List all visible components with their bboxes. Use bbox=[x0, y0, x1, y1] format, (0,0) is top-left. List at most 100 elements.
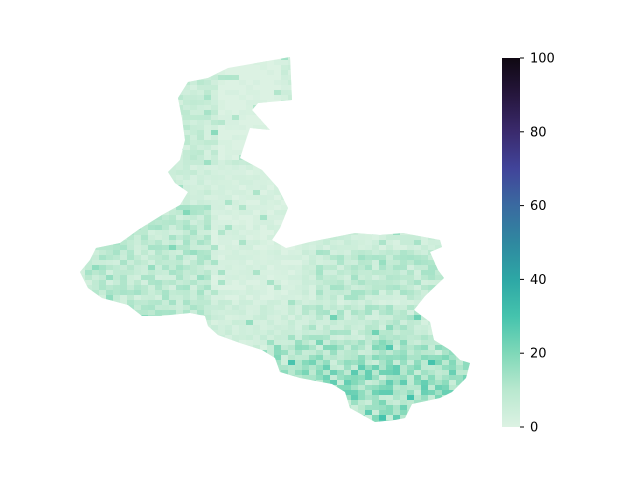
heatmap-cell bbox=[449, 310, 456, 315]
heatmap-cell bbox=[414, 60, 421, 65]
heatmap-cell bbox=[449, 245, 456, 250]
heatmap-cell bbox=[393, 280, 400, 285]
heatmap-cell bbox=[218, 280, 225, 285]
heatmap-cell bbox=[281, 100, 288, 105]
heatmap-cell bbox=[330, 305, 337, 310]
heatmap-cell bbox=[316, 330, 323, 335]
heatmap-cell bbox=[295, 395, 302, 400]
heatmap-cell bbox=[246, 335, 253, 340]
heatmap-cell bbox=[456, 180, 463, 185]
heatmap-cell bbox=[99, 210, 106, 215]
heatmap-cell bbox=[260, 125, 267, 130]
heatmap-cell bbox=[211, 380, 218, 385]
heatmap-cell bbox=[365, 150, 372, 155]
heatmap-cell bbox=[281, 380, 288, 385]
heatmap-cell bbox=[99, 365, 106, 370]
heatmap-cell bbox=[85, 130, 92, 135]
heatmap-cell bbox=[239, 400, 246, 405]
heatmap-cell bbox=[288, 355, 295, 360]
heatmap-cell bbox=[85, 230, 92, 235]
heatmap-cell bbox=[456, 325, 463, 330]
heatmap-cell bbox=[134, 105, 141, 110]
heatmap-cell bbox=[351, 405, 358, 410]
heatmap-cell bbox=[400, 160, 407, 165]
heatmap-cell bbox=[190, 120, 197, 125]
heatmap-cell bbox=[253, 80, 260, 85]
heatmap-cell bbox=[127, 65, 134, 70]
heatmap-cell bbox=[141, 265, 148, 270]
heatmap-cell bbox=[225, 240, 232, 245]
heatmap-cell bbox=[190, 275, 197, 280]
heatmap-cell bbox=[442, 75, 449, 80]
heatmap-cell bbox=[253, 420, 260, 422]
heatmap-cell bbox=[358, 355, 365, 360]
heatmap-cell bbox=[323, 130, 330, 135]
heatmap-cell bbox=[281, 115, 288, 120]
heatmap-cell bbox=[113, 420, 120, 422]
heatmap-cell bbox=[190, 335, 197, 340]
heatmap-cell bbox=[309, 70, 316, 75]
heatmap-cell bbox=[155, 180, 162, 185]
heatmap-cell bbox=[449, 405, 456, 410]
heatmap-cell bbox=[232, 360, 239, 365]
heatmap-cell bbox=[442, 320, 449, 325]
heatmap-cell bbox=[295, 245, 302, 250]
heatmap-cell bbox=[169, 315, 176, 320]
heatmap-cell bbox=[120, 130, 127, 135]
heatmap-cell bbox=[470, 235, 477, 240]
heatmap-cell bbox=[246, 190, 253, 195]
heatmap-cell bbox=[337, 290, 344, 295]
heatmap-cell bbox=[99, 140, 106, 145]
heatmap-cell bbox=[428, 310, 435, 315]
heatmap-cell bbox=[449, 70, 456, 75]
heatmap-cell bbox=[421, 290, 428, 295]
heatmap-cell bbox=[435, 110, 442, 115]
heatmap-cell bbox=[211, 340, 218, 345]
heatmap-cell bbox=[428, 350, 435, 355]
heatmap-cell bbox=[386, 340, 393, 345]
heatmap-cell bbox=[141, 330, 148, 335]
heatmap-cell bbox=[337, 375, 344, 380]
heatmap-cell bbox=[85, 390, 92, 395]
heatmap-cell bbox=[463, 160, 470, 165]
heatmap-cell bbox=[134, 195, 141, 200]
heatmap-cell bbox=[330, 280, 337, 285]
heatmap-cell bbox=[330, 100, 337, 105]
heatmap-cell bbox=[442, 110, 449, 115]
heatmap-cell bbox=[197, 220, 204, 225]
heatmap-cell bbox=[92, 340, 99, 345]
heatmap-cell bbox=[344, 295, 351, 300]
heatmap-cell bbox=[141, 185, 148, 190]
heatmap-cell bbox=[323, 355, 330, 360]
heatmap-cell bbox=[141, 410, 148, 415]
heatmap-cell bbox=[211, 185, 218, 190]
heatmap-cell bbox=[80, 300, 85, 305]
heatmap-cell bbox=[372, 60, 379, 65]
heatmap-cell bbox=[281, 130, 288, 135]
heatmap-cell bbox=[435, 190, 442, 195]
heatmap-cell bbox=[169, 265, 176, 270]
heatmap-cell bbox=[176, 385, 183, 390]
heatmap-cell bbox=[190, 305, 197, 310]
heatmap-cell bbox=[449, 220, 456, 225]
heatmap-cell bbox=[323, 60, 330, 65]
heatmap-cell bbox=[197, 385, 204, 390]
heatmap-cell bbox=[379, 305, 386, 310]
heatmap-cell bbox=[253, 365, 260, 370]
heatmap-cell bbox=[267, 235, 274, 240]
heatmap-cell bbox=[162, 285, 169, 290]
heatmap-cell bbox=[386, 145, 393, 150]
heatmap-cell bbox=[463, 415, 470, 420]
heatmap-cell bbox=[379, 290, 386, 295]
heatmap-cell bbox=[260, 210, 267, 215]
heatmap-cell bbox=[372, 395, 379, 400]
heatmap-cell bbox=[463, 380, 470, 385]
heatmap-cell bbox=[120, 340, 127, 345]
heatmap-cell bbox=[211, 210, 218, 215]
heatmap-cell bbox=[351, 290, 358, 295]
heatmap-cell bbox=[463, 220, 470, 225]
heatmap-cell bbox=[218, 400, 225, 405]
heatmap-cell bbox=[351, 300, 358, 305]
heatmap-cell bbox=[358, 310, 365, 315]
heatmap-cell bbox=[414, 250, 421, 255]
